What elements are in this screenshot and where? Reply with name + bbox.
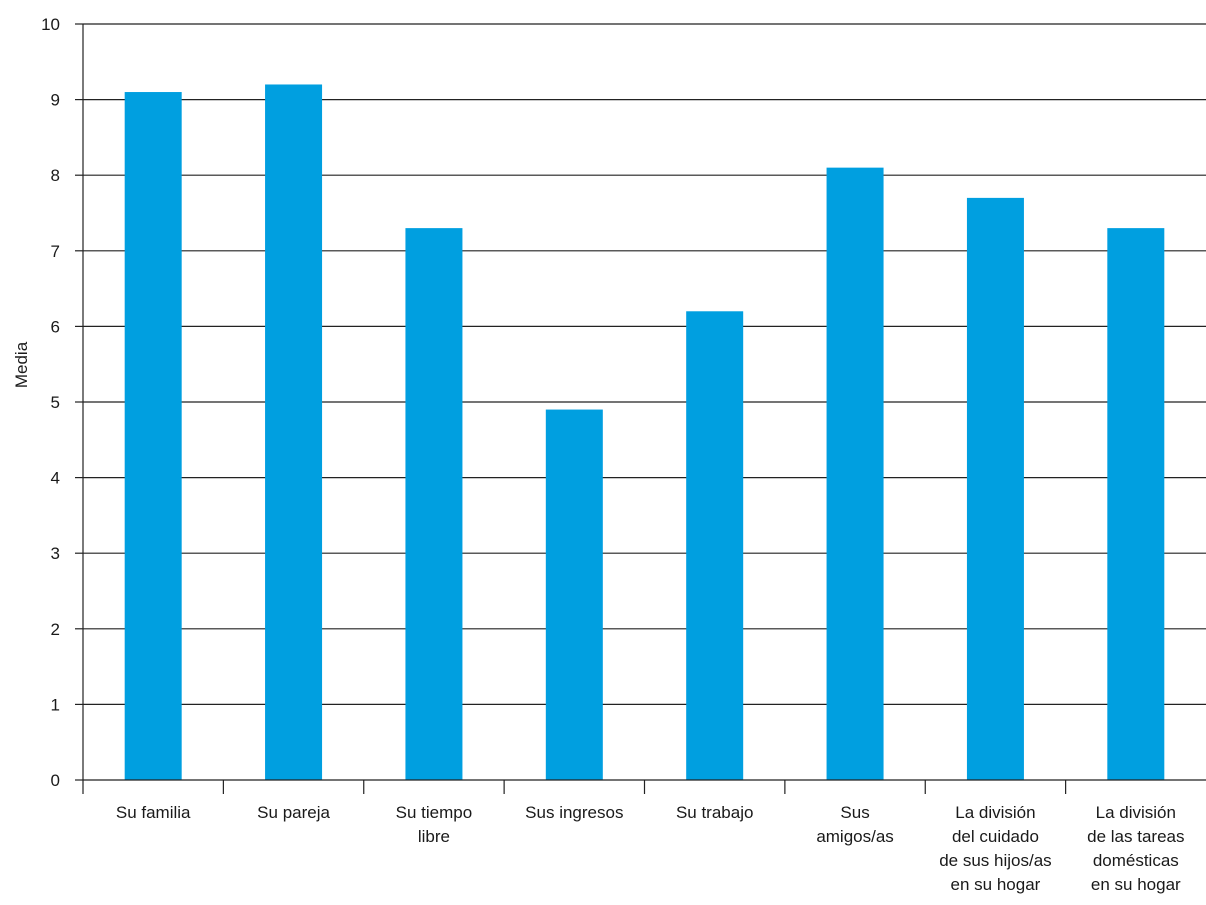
gridlines bbox=[83, 24, 1206, 704]
x-category-label: en su hogar bbox=[951, 875, 1041, 894]
y-tick-label: 4 bbox=[51, 469, 60, 488]
y-tick-label: 5 bbox=[51, 393, 60, 412]
y-tick-labels: 0 1 2 3 4 5 6 7 8 9 10 bbox=[41, 15, 60, 790]
y-tick-label: 3 bbox=[51, 544, 60, 563]
y-tick-label: 9 bbox=[51, 91, 60, 110]
x-category-label: Su pareja bbox=[257, 803, 330, 822]
x-category-label: domésticas bbox=[1093, 851, 1179, 870]
x-category-label: de las tareas bbox=[1087, 827, 1184, 846]
bar bbox=[546, 410, 603, 780]
axes bbox=[75, 24, 1206, 794]
bar bbox=[405, 228, 462, 780]
x-category-label: del cuidado bbox=[952, 827, 1039, 846]
y-tick-label: 8 bbox=[51, 166, 60, 185]
y-tick-label: 10 bbox=[41, 15, 60, 34]
y-tick-label: 2 bbox=[51, 620, 60, 639]
y-tick-label: 6 bbox=[51, 317, 60, 336]
x-category-labels: Su familia Su pareja Su tiempo libre Sus ing… bbox=[116, 803, 1185, 894]
x-category-label: La división bbox=[955, 803, 1035, 822]
bar bbox=[827, 168, 884, 780]
bar bbox=[125, 92, 182, 780]
x-category-label: libre bbox=[418, 827, 450, 846]
x-category-label: amigos/as bbox=[816, 827, 893, 846]
y-tick-label: 0 bbox=[51, 771, 60, 790]
bar bbox=[686, 311, 743, 780]
x-category-label: de sus hijos/as bbox=[939, 851, 1051, 870]
x-category-label: en su hogar bbox=[1091, 875, 1181, 894]
y-tick-label: 1 bbox=[51, 695, 60, 714]
bar bbox=[1107, 228, 1164, 780]
y-axis-title: Media bbox=[12, 341, 31, 388]
y-tick-label: 7 bbox=[51, 242, 60, 261]
x-category-label: Su trabajo bbox=[676, 803, 754, 822]
x-category-label: Su tiempo bbox=[396, 803, 473, 822]
x-category-label: La división bbox=[1096, 803, 1176, 822]
x-category-label: Su familia bbox=[116, 803, 191, 822]
bars bbox=[125, 84, 1165, 780]
bar bbox=[967, 198, 1024, 780]
x-category-label: Sus ingresos bbox=[525, 803, 623, 822]
x-category-label: Sus bbox=[840, 803, 869, 822]
bar bbox=[265, 84, 322, 780]
